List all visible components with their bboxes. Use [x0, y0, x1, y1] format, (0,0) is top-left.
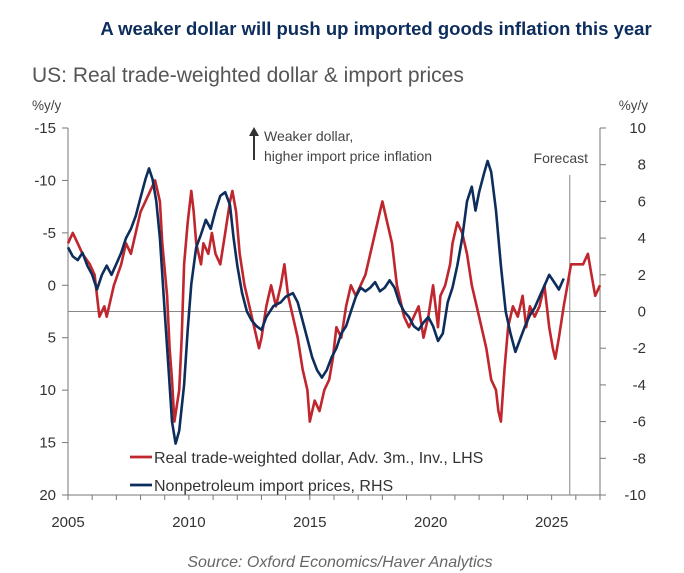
right-tick-label: 0: [638, 304, 646, 321]
series-line-real-trade-weighted-dollar: [66, 179, 602, 423]
annotation: Weaker dollar, higher import price infla…: [249, 127, 432, 164]
chart-title: US: Real trade-weighted dollar & import …: [32, 64, 464, 87]
right-tick-label: -2: [633, 340, 646, 357]
up-arrow-icon: [249, 127, 259, 136]
right-tick-label: -4: [633, 377, 646, 394]
x-axis: 2005 2010 2015 2020 2025: [51, 495, 601, 531]
x-tick-label: 2025: [535, 514, 568, 531]
legend-label-imports: Nonpetroleum import prices, RHS: [154, 478, 393, 495]
left-axis: -15 -10 -5 0 5 10 15 20: [34, 120, 68, 504]
right-tick-label: 10: [629, 120, 646, 137]
annotation-line-1: Weaker dollar,: [264, 128, 353, 144]
annotation-line-2: higher import price inflation: [264, 148, 432, 164]
right-tick-label: -10: [624, 487, 646, 504]
legend-label-dollar: Real trade-weighted dollar, Adv. 3m., In…: [154, 450, 483, 467]
x-tick-label: 2015: [293, 514, 326, 531]
left-tick-label: 5: [48, 330, 56, 347]
right-tick-label: 4: [638, 230, 646, 247]
right-tick-label: 8: [638, 157, 646, 174]
right-axis: 10 8 6 4 2 0 -2 -4 -6 -8 -10: [600, 120, 646, 504]
x-tick-label: 2020: [414, 514, 447, 531]
x-tick-label: 2010: [172, 514, 205, 531]
left-tick-label: -15: [34, 120, 56, 137]
left-axis-unit: %y/y: [32, 98, 62, 113]
right-tick-label: 2: [638, 267, 646, 284]
forecast-label: Forecast: [534, 150, 589, 166]
left-tick-label: -10: [34, 172, 56, 189]
headline: A weaker dollar will push up imported go…: [100, 18, 651, 39]
left-tick-label: 15: [39, 435, 56, 452]
right-tick-label: -6: [633, 414, 646, 431]
left-tick-label: -5: [43, 225, 56, 242]
right-axis-unit: %y/y: [619, 98, 649, 113]
left-tick-label: 10: [39, 382, 56, 399]
x-tick-label: 2005: [51, 514, 84, 531]
legend: Real trade-weighted dollar, Adv. 3m., In…: [130, 450, 483, 495]
left-tick-label: 0: [48, 277, 56, 294]
right-tick-label: 6: [638, 193, 646, 210]
left-tick-label: 20: [39, 487, 56, 504]
source-note: Source: Oxford Economics/Haver Analytics: [187, 554, 492, 571]
right-tick-label: -8: [633, 450, 646, 467]
series-line-nonpetroleum-import-prices: [66, 159, 565, 445]
